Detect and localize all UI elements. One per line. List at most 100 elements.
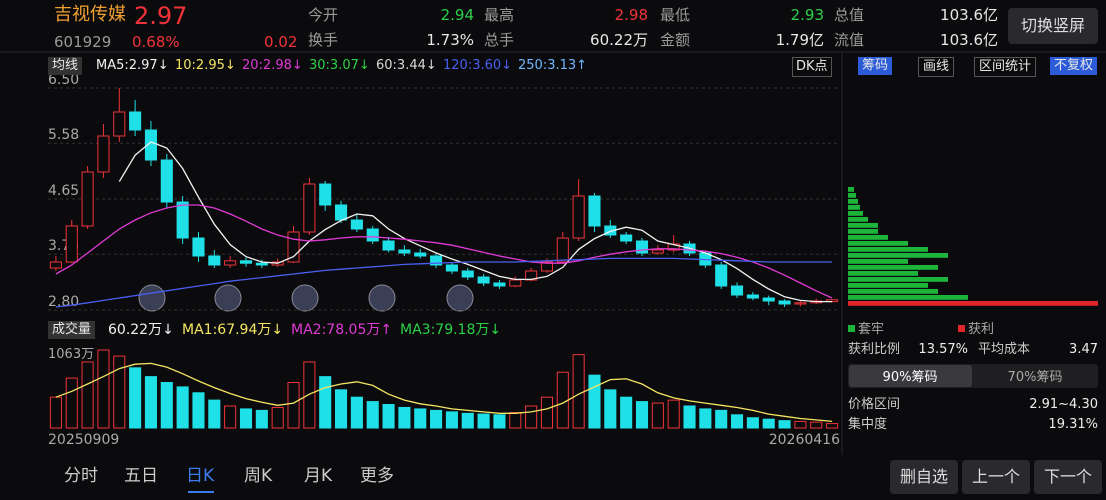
- vol-label[interactable]: 成交量: [48, 321, 96, 339]
- candle-body: [129, 111, 142, 131]
- right[interactable]: [368, 284, 396, 312]
- candle-body: [493, 282, 506, 287]
- candle-body: [572, 195, 585, 239]
- volume-bar: [746, 417, 759, 429]
- volume-bar: [129, 367, 142, 429]
- candle-body: [144, 129, 158, 161]
- period-tab[interactable]: 五日: [124, 466, 158, 486]
- volume-bar: [667, 399, 680, 429]
- volume-bar: [540, 396, 554, 429]
- volume-bar: [97, 349, 110, 429]
- volume-bar: [160, 382, 173, 429]
- field-value: 2.98: [614, 6, 648, 24]
- dk-button[interactable]: DK点: [792, 57, 832, 77]
- candle-body: [746, 294, 759, 299]
- period-tab[interactable]: 周K: [244, 466, 273, 486]
- ma-label[interactable]: 均线: [48, 57, 83, 75]
- field-label: 最高: [484, 6, 515, 24]
- legend-swatch: [848, 325, 855, 332]
- chip-bar: [848, 229, 878, 234]
- panel-tab[interactable]: 不复权: [1050, 57, 1098, 75]
- volume-bar: [588, 374, 601, 429]
- panel-tab[interactable]: 筹码: [858, 57, 893, 75]
- ma-legend: MA5:2.97↓: [96, 58, 169, 73]
- ma-line: [55, 204, 833, 299]
- volume-bar: [287, 382, 300, 429]
- field-label: 总值: [834, 6, 865, 24]
- period-tab[interactable]: 月K: [304, 466, 333, 486]
- info-value: 2.91~4.30: [1029, 397, 1098, 412]
- nav-button[interactable]: 删自选: [890, 460, 958, 494]
- candle-body: [350, 219, 363, 230]
- candle-body: [398, 249, 411, 254]
- chip-bar: [848, 277, 948, 282]
- ma-legend: 120:3.60↓: [443, 58, 513, 73]
- candle-body: [287, 231, 300, 263]
- info-value: 13.57%: [918, 342, 968, 357]
- volume-bar: [398, 406, 411, 429]
- volume-bar: [525, 405, 538, 429]
- volume-bar: [604, 389, 617, 429]
- info-value: 3.47: [1069, 342, 1098, 357]
- ma-legend: 30:3.07↓: [309, 58, 370, 73]
- candle-body: [414, 252, 427, 257]
- chip-bar: [848, 259, 908, 264]
- price: 2.97: [134, 2, 188, 30]
- volume-bar: [445, 411, 458, 429]
- chip-bar: [848, 289, 938, 294]
- volume-bar: [430, 409, 443, 429]
- field-value: 103.6亿: [940, 6, 998, 24]
- candle-body: [334, 204, 348, 221]
- volume-bar: [382, 404, 395, 429]
- candle-body: [715, 264, 728, 287]
- volume-bar: [208, 399, 221, 429]
- panel-tab[interactable]: 区间统计: [974, 57, 1037, 77]
- zoom-out[interactable]: [138, 284, 166, 312]
- period-tab[interactable]: 日K: [186, 466, 215, 486]
- period-tab[interactable]: 更多: [360, 466, 394, 486]
- volume-bar: [762, 418, 775, 429]
- y-tick-label: 4.65: [48, 183, 79, 199]
- candle-body: [588, 195, 601, 227]
- field-value: 2.94: [440, 6, 474, 24]
- candle-body: [635, 240, 649, 254]
- y-tick-label: 2.80: [48, 294, 79, 310]
- vol-legend: MA2:78.05万↑: [291, 322, 393, 338]
- nav-button[interactable]: 下一个: [1034, 460, 1102, 494]
- volume-bar: [224, 405, 237, 429]
- volume-bar: [49, 396, 62, 429]
- ma-legend: 20:2.98↓: [242, 58, 303, 73]
- left[interactable]: [291, 284, 319, 312]
- ma-line: [55, 257, 833, 308]
- nav-button[interactable]: 上一个: [962, 460, 1030, 494]
- vol-legend: 60.22万↓: [108, 322, 174, 338]
- chip-bar: [848, 223, 878, 228]
- volume-bar: [730, 414, 744, 429]
- volume-bar: [794, 420, 807, 429]
- volume-bar: [461, 412, 474, 429]
- candle-body: [366, 228, 379, 242]
- orientation-button[interactable]: 切换竖屏: [1008, 8, 1098, 44]
- volume-bar: [350, 396, 363, 429]
- candle-body: [81, 171, 94, 227]
- collapse[interactable]: [446, 284, 474, 312]
- volume-bar: [826, 423, 839, 429]
- volume-bar: [81, 361, 94, 429]
- y-tick-label: 5.58: [48, 127, 79, 143]
- chip-tab: 90%筹码: [883, 369, 938, 385]
- candle-body: [382, 240, 395, 251]
- chip-bar: [848, 241, 908, 246]
- panel-tab[interactable]: 画线: [918, 57, 955, 77]
- zoom-in[interactable]: [214, 284, 242, 312]
- field-label: 最低: [660, 6, 691, 24]
- candle-body: [461, 270, 474, 278]
- chip-bar: [848, 271, 918, 276]
- vol-legend: MA1:67.94万↓: [182, 322, 284, 338]
- candle-body: [255, 262, 268, 266]
- volume-bar: [303, 361, 316, 429]
- period-tab[interactable]: 分时: [64, 466, 98, 486]
- volume-bar: [715, 409, 728, 429]
- volume-bar: [810, 421, 823, 429]
